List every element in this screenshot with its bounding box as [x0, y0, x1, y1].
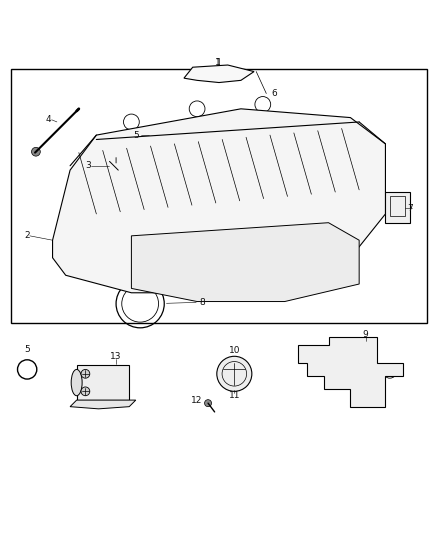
Text: 12: 12 — [191, 395, 202, 405]
Text: 6: 6 — [272, 89, 277, 98]
Text: 3: 3 — [85, 161, 91, 170]
Circle shape — [205, 400, 212, 407]
Text: 9: 9 — [363, 330, 369, 339]
Text: 5: 5 — [24, 345, 30, 354]
Circle shape — [383, 365, 396, 378]
Circle shape — [111, 160, 121, 171]
Circle shape — [81, 387, 90, 395]
Text: 1: 1 — [215, 58, 221, 67]
Bar — [11, 69, 427, 324]
Bar — [112, 147, 120, 157]
Circle shape — [217, 356, 252, 391]
Text: 8: 8 — [199, 298, 205, 307]
Text: 11: 11 — [229, 391, 240, 400]
Polygon shape — [184, 65, 254, 83]
Polygon shape — [53, 109, 385, 293]
Circle shape — [81, 369, 90, 378]
Bar — [77, 365, 129, 400]
Text: 1: 1 — [216, 58, 222, 68]
Polygon shape — [70, 400, 136, 409]
Text: 7: 7 — [407, 204, 413, 213]
Polygon shape — [298, 336, 403, 407]
Text: 13: 13 — [110, 352, 122, 361]
Text: 10: 10 — [229, 346, 240, 355]
Text: 4: 4 — [46, 115, 52, 124]
Circle shape — [313, 348, 326, 361]
Circle shape — [32, 147, 40, 156]
Ellipse shape — [71, 369, 82, 395]
Text: 2: 2 — [24, 231, 30, 240]
Bar — [390, 197, 405, 216]
Bar — [385, 192, 410, 223]
Polygon shape — [131, 223, 359, 302]
Text: 5: 5 — [134, 131, 139, 140]
